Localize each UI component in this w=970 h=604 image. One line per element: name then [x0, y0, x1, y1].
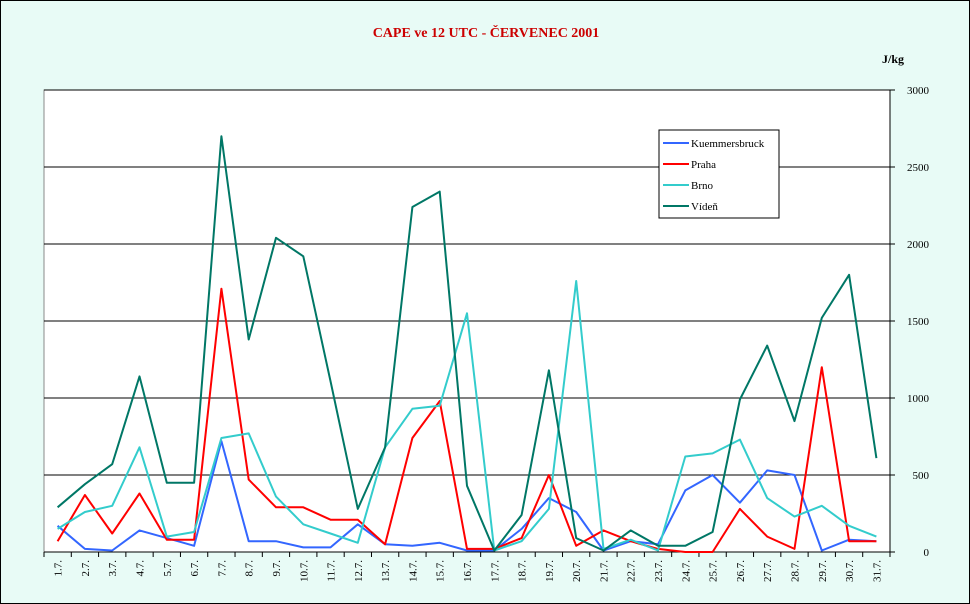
x-tick-label: 27.7. [762, 560, 774, 582]
x-tick-label: 21.7. [598, 560, 610, 582]
x-tick-label: 18.7. [517, 560, 529, 582]
x-tick-label: 14.7. [407, 560, 419, 582]
x-tick-label: 1.7. [53, 560, 65, 577]
x-tick-label: 15.7. [435, 560, 447, 582]
y-tick-labels: 0 500 1000 1500 2000 2500 3000 [907, 85, 930, 559]
x-tick-label: 11.7. [326, 560, 338, 582]
x-tick-label: 30.7. [844, 560, 856, 582]
legend-label: Brno [691, 180, 714, 192]
series-lines [56, 135, 878, 553]
y-tick-label: 3000 [907, 85, 930, 97]
x-tick-label: 4.7. [135, 560, 147, 577]
x-tick-label: 24.7. [680, 560, 692, 582]
y-tick-label: 1000 [907, 393, 930, 405]
x-tick-label: 22.7. [626, 560, 638, 582]
legend-label: Praha [691, 159, 716, 171]
x-tick-label: 9.7. [271, 560, 283, 577]
x-tick-label: 3.7. [107, 560, 119, 577]
legend-label: Kuemmersbruck [691, 138, 765, 150]
axes [43, 89, 895, 557]
legend-label: Vídeň [691, 201, 718, 213]
y-tick-label: 0 [924, 547, 930, 559]
x-tick-label: 26.7. [735, 560, 747, 582]
x-tick-label: 7.7. [216, 560, 228, 577]
x-tick-label: 23.7. [653, 560, 665, 582]
x-tick-label: 20.7. [571, 560, 583, 582]
y-axis-unit-label: J/kg [882, 52, 904, 66]
x-tick-label: 6.7. [189, 560, 201, 577]
grid-lines [44, 89, 890, 476]
legend: Kuemmersbruck Praha Brno Vídeň [658, 129, 780, 219]
x-tick-label: 25.7. [708, 560, 720, 582]
x-tick-label: 13.7. [380, 560, 392, 582]
series-line [57, 280, 877, 552]
x-tick-label: 5.7. [162, 560, 174, 577]
y-tick-label: 2000 [907, 239, 930, 251]
series-line [56, 287, 877, 553]
chart-title: CAPE ve 12 UTC - ČERVENEC 2001 [373, 24, 600, 41]
x-tick-label: 10.7. [298, 560, 310, 582]
x-tick-label: 8.7. [244, 560, 256, 577]
series-line [56, 135, 878, 552]
x-tick-label: 16.7. [462, 560, 474, 582]
x-tick-label: 17.7. [489, 560, 501, 582]
y-tick-label: 500 [913, 470, 930, 482]
x-tick-label: 2.7. [80, 560, 92, 577]
x-tick-label: 19.7. [544, 560, 556, 582]
x-tick-label: 29.7. [817, 560, 829, 582]
x-tick-label: 31.7. [871, 560, 883, 582]
legend-box [658, 129, 780, 219]
x-tick-label: 28.7. [789, 560, 801, 582]
series-line [56, 440, 877, 552]
y-tick-label: 1500 [907, 316, 930, 328]
y-tick-label: 2500 [907, 162, 930, 174]
x-tick-labels: 1.7. 2.7. 3.7. 4.7. 5.7. 6.7. 7.7. 8.7. 9.7. 10.7… [53, 560, 884, 582]
x-tick-label: 12.7. [353, 560, 365, 582]
